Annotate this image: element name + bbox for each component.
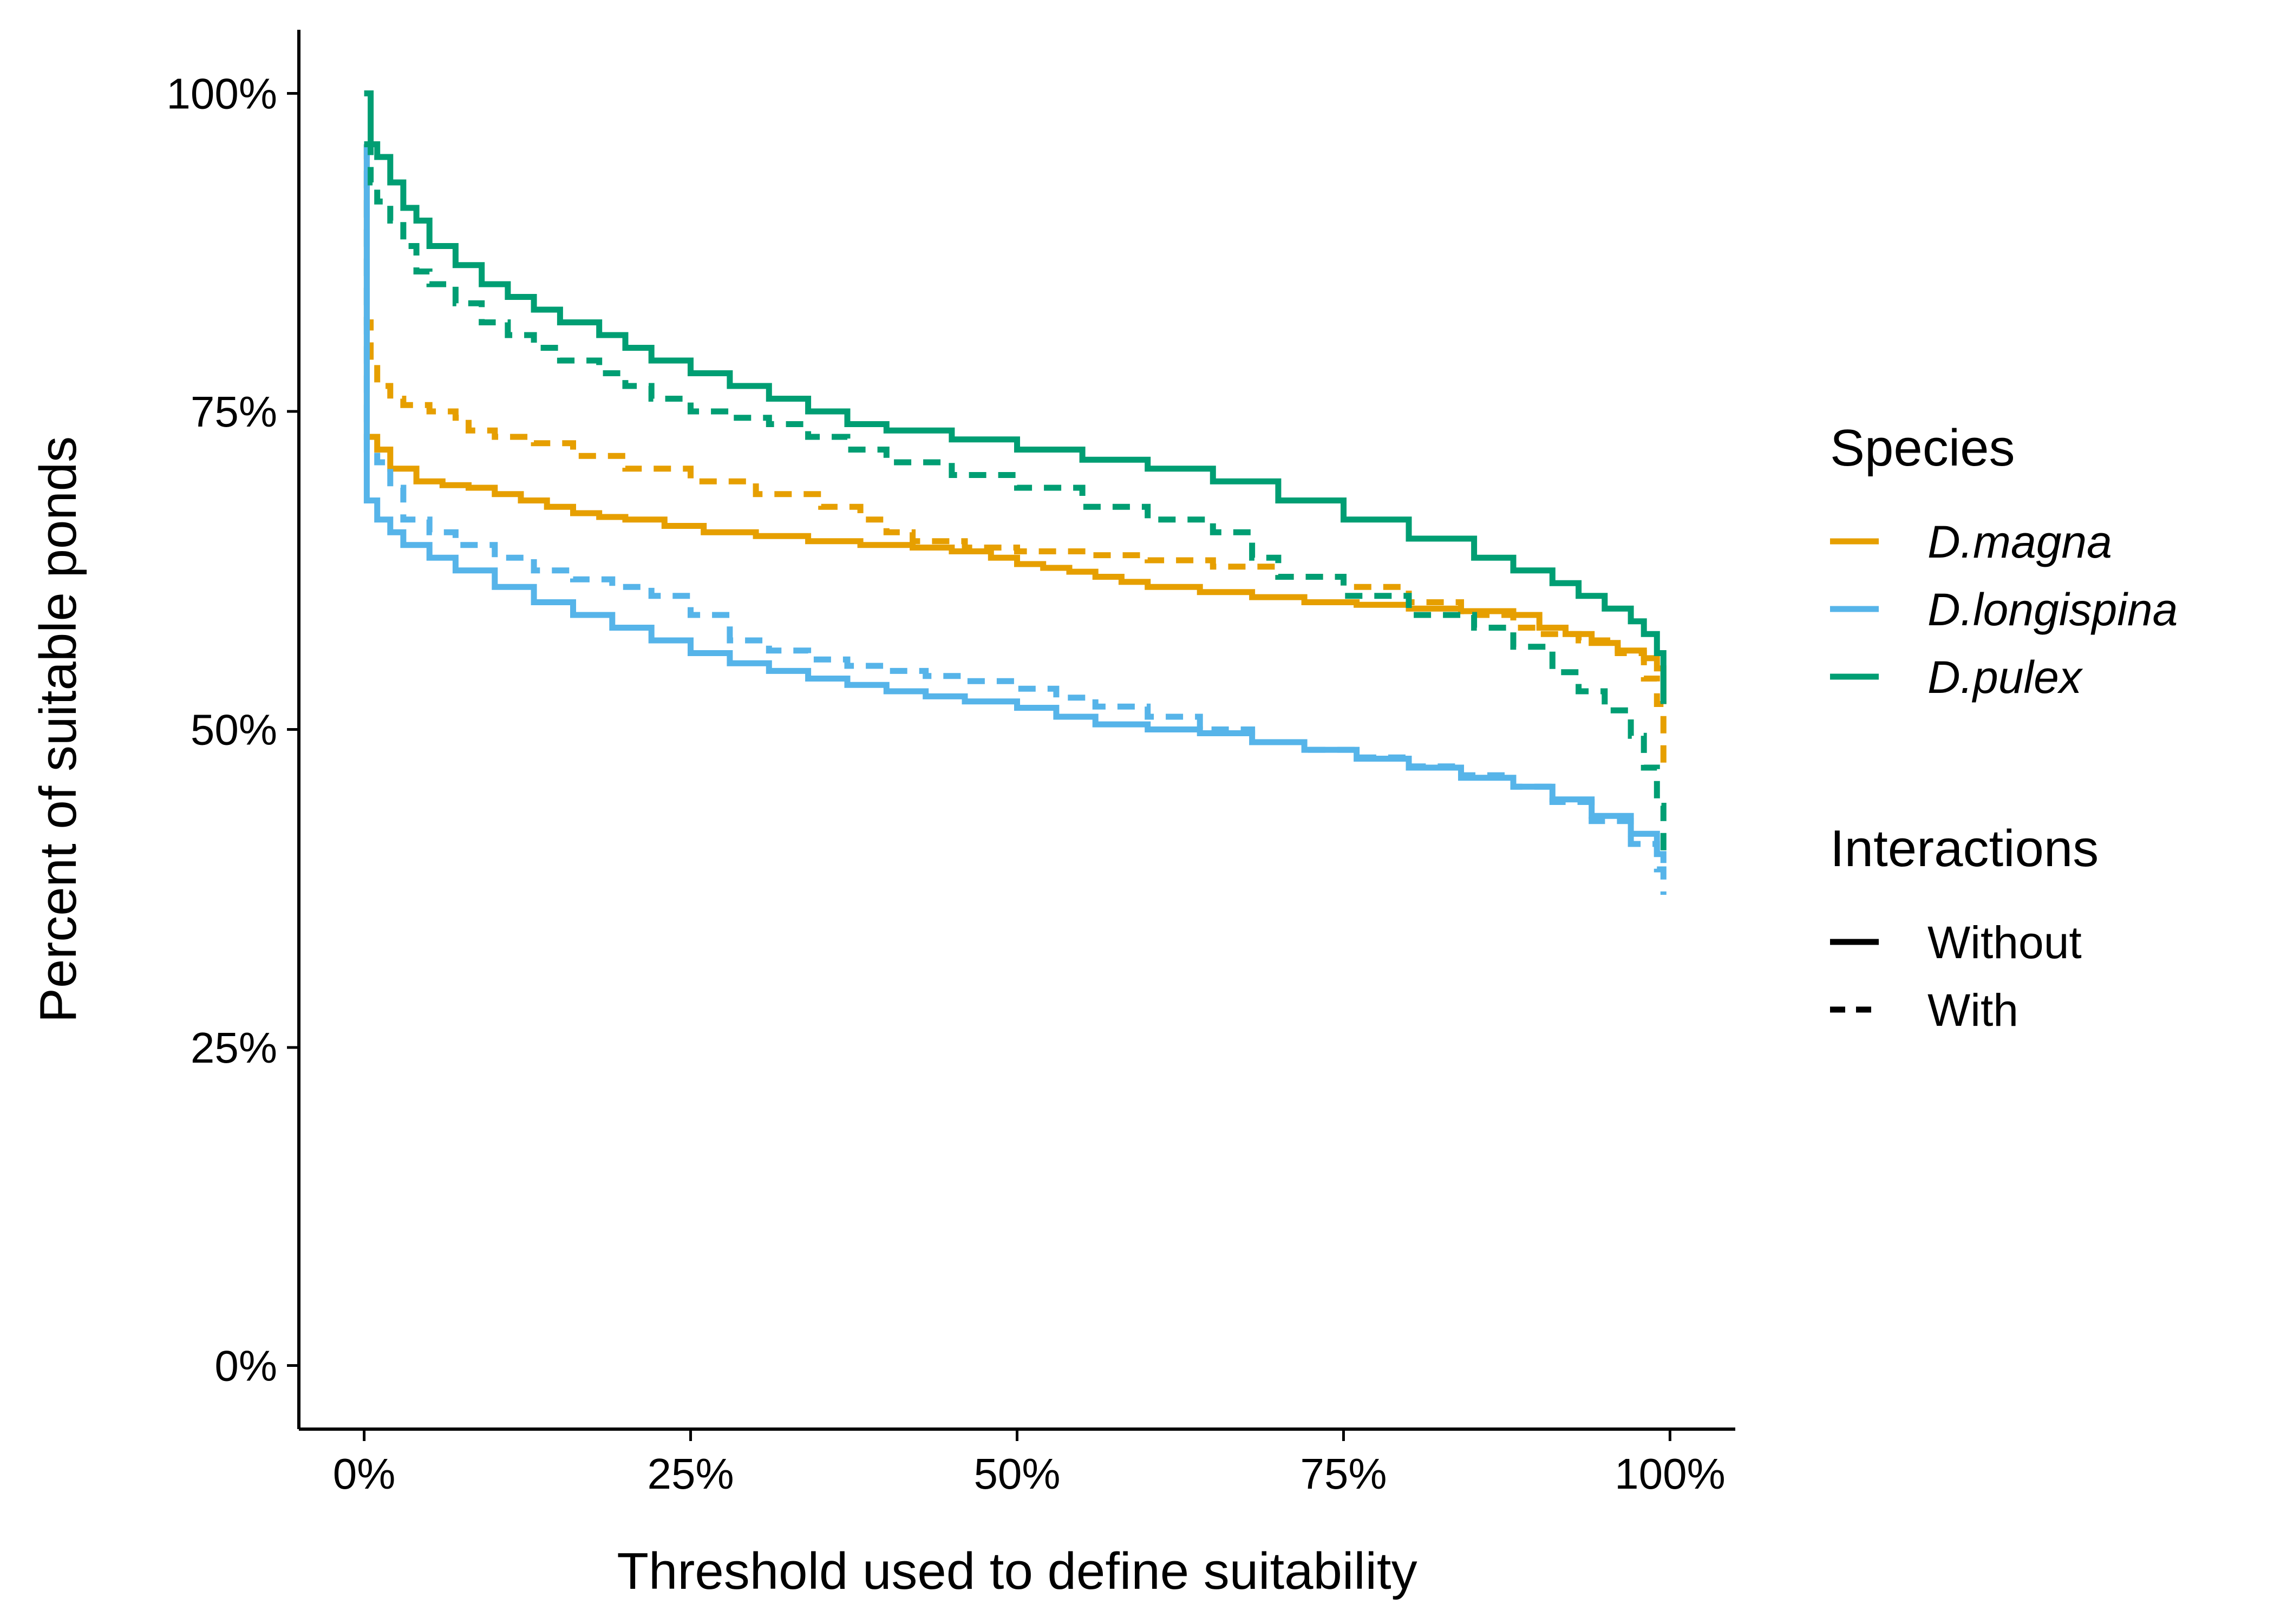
series-line-d-longispina-without [363,141,1667,863]
y-ticks: 0% 25% 50% 75% 100% [166,70,299,1390]
legend-label: D.magna [1927,516,2112,567]
legend-label: D.longispina [1927,584,2178,635]
legend: Species D.magna D.longispina D.pulex Interac… [1830,419,2178,1036]
axes: 0% 25% 50% 75% 100% 0% 25% 50% 75% 100% [166,30,1735,1498]
series-line-d-magna-without [363,141,1667,704]
x-tick-label: 100% [1615,1450,1726,1498]
series-line-d-pulex-without [364,90,1667,704]
x-tick-label: 25% [647,1450,734,1498]
legend-label: D.pulex [1927,652,2083,703]
series-line-d-magna-with [363,141,1667,768]
legend-label: Without [1927,917,2082,968]
plot-lines [363,90,1667,895]
x-axis-title: Threshold used to define suitability [617,1542,1417,1600]
y-tick-label: 25% [191,1024,277,1072]
y-tick-label: 100% [166,70,277,118]
legend-label: With [1927,985,2018,1036]
x-ticks: 0% 25% 50% 75% 100% [333,1429,1726,1498]
x-tick-label: 50% [973,1450,1060,1498]
series-line-d-longispina-with [363,141,1667,895]
y-tick-label: 75% [191,388,277,436]
x-tick-label: 0% [333,1450,396,1498]
x-tick-label: 75% [1300,1450,1387,1498]
y-tick-label: 0% [214,1342,277,1390]
y-axis-title: Percent of suitable ponds [29,436,87,1023]
y-tick-label: 50% [191,706,277,754]
legend-title: Species [1830,419,2015,477]
series-line-d-pulex-with [364,141,1667,857]
legend-title: Interactions [1830,820,2099,878]
